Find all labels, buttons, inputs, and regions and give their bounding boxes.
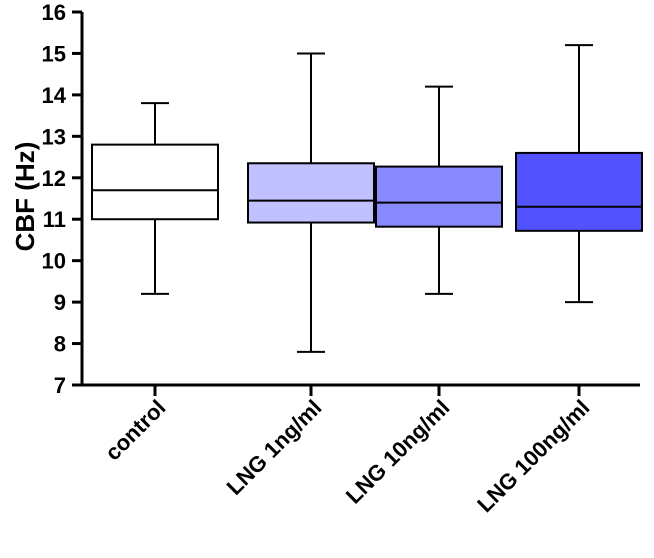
y-axis: 7 8 9 10 11 12 13 14 15 16 (42, 0, 84, 398)
iqr-box (91, 143, 219, 221)
y-tick-label: 8 (54, 332, 66, 357)
y-tick-label: 16 (42, 0, 66, 25)
y-tick-label: 10 (42, 249, 66, 274)
category-labels: control LNG 1ng/ml LNG 10ng/ml LNG 100ng/ml (100, 395, 594, 517)
y-tick-label: 15 (42, 41, 66, 66)
iqr-box (247, 162, 375, 224)
y-tick-label: 11 (43, 207, 66, 232)
box-control (91, 102, 219, 295)
x-category-label: LNG 10ng/ml (341, 395, 455, 509)
box-series (91, 44, 643, 353)
x-axis (80, 383, 640, 396)
iqr-box (375, 165, 503, 228)
y-tick-label: 12 (42, 166, 66, 191)
x-category-label: LNG 100ng/ml (472, 395, 594, 517)
iqr-box (515, 151, 643, 232)
y-tick-label: 14 (42, 83, 67, 108)
x-category-label: LNG 1ng/ml (222, 395, 327, 500)
y-axis-title: CBF (Hz) (10, 142, 40, 252)
box-lng-10ng-ml (375, 85, 503, 295)
box-lng-100ng-ml (515, 44, 643, 304)
y-tick-label: 13 (42, 124, 66, 149)
y-tick-label: 7 (54, 373, 66, 398)
x-category-label: control (100, 395, 170, 465)
y-tick-label: 9 (54, 290, 66, 315)
box-lng-1ng-ml (247, 52, 375, 353)
